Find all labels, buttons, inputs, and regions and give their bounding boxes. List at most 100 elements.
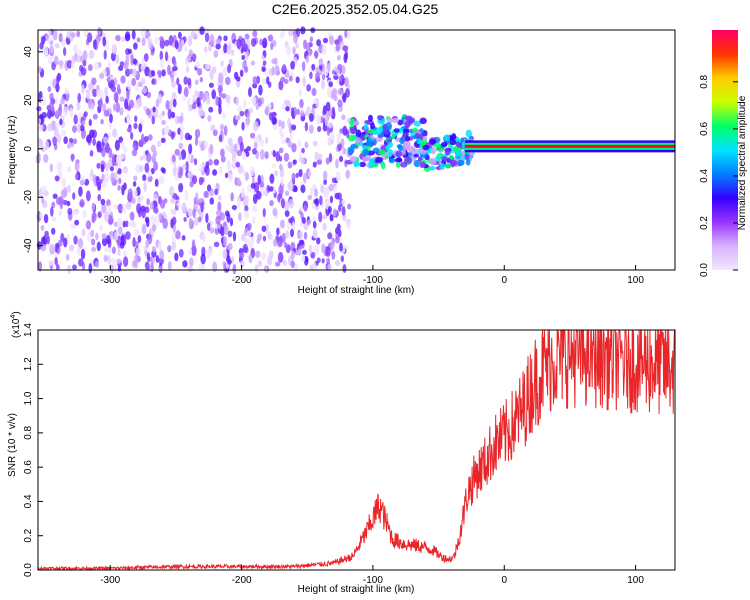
heatmap-cell (301, 217, 306, 224)
snr-x-ticks: -300 -200 -100 0 100 (100, 565, 644, 586)
heatmap-cell (324, 116, 328, 127)
heatmap-cell (269, 173, 275, 184)
heatmap-cell (132, 180, 137, 187)
heatmap-cell (107, 132, 112, 139)
heatmap-cell (293, 33, 298, 44)
heatmap-cell (321, 73, 326, 81)
heatmap-cell (318, 58, 324, 66)
heatmap-cell (253, 141, 258, 149)
heatmap-cell (251, 215, 256, 225)
heatmap-cell (317, 126, 322, 133)
heatmap-cell (244, 33, 250, 40)
heatmap-cell (182, 163, 187, 170)
heatmap-cell (212, 261, 218, 273)
snr-y-axis-label: SNR (10 * v/v) (7, 413, 18, 477)
heatmap-cell (108, 247, 112, 253)
heatmap-cell (288, 198, 295, 209)
heatmap-cell (405, 115, 413, 122)
heatmap-cell (92, 113, 98, 120)
heatmap-cell (274, 64, 280, 76)
heatmap-cell (213, 50, 219, 58)
heatmap-cell (124, 98, 129, 110)
heatmap-cell (302, 172, 307, 184)
heatmap-cell (250, 60, 256, 66)
heatmap-cell (158, 212, 163, 221)
heatmap-cell (231, 204, 237, 211)
heatmap-cell (337, 88, 343, 96)
heatmap-cell (449, 139, 457, 146)
heatmap-cell (341, 206, 346, 216)
heatmap-cell (40, 224, 45, 231)
heatmap-cell (213, 241, 220, 248)
y-tick-label: 0 (23, 146, 34, 152)
heatmap-cell (118, 177, 122, 185)
heatmap-cell (91, 238, 96, 246)
heatmap-cell (161, 167, 166, 174)
y-tick-label: 1.2 (23, 357, 34, 371)
heatmap-cell (158, 113, 164, 120)
heatmap-cell (189, 257, 194, 267)
heatmap-cell (349, 120, 355, 126)
y-tick-label: 20 (23, 94, 34, 106)
heatmap-cell (80, 248, 86, 260)
heatmap-cell (265, 105, 269, 116)
heatmap-cell (238, 212, 242, 222)
heatmap-cell (328, 81, 334, 88)
heatmap-cell (126, 91, 130, 101)
snr-multiplier-base: (x10 (11, 318, 22, 338)
heatmap-cell (202, 93, 206, 103)
heatmap-cell (149, 255, 155, 265)
heatmap-cell (320, 185, 325, 194)
heatmap-cell (307, 194, 313, 201)
heatmap-cell (433, 142, 442, 148)
heatmap-cell (285, 45, 292, 56)
heatmap-cell (171, 216, 177, 226)
heatmap-cell (321, 79, 326, 90)
heatmap-cell (251, 96, 257, 105)
heatmap-cell (123, 182, 127, 191)
heatmap-cell (252, 82, 258, 89)
heatmap-cell (316, 159, 322, 165)
heatmap-cell (230, 49, 235, 56)
heatmap-cell (48, 259, 54, 266)
heatmap-cell (344, 29, 348, 39)
heatmap-cell (271, 116, 277, 125)
heatmap-cell (334, 39, 339, 45)
heatmap-cell (256, 190, 262, 200)
heatmap-cell (227, 242, 233, 251)
y-tick-label: 0.8 (23, 425, 34, 439)
heatmap-cell (194, 60, 201, 68)
heatmap-cell (441, 141, 448, 147)
heatmap-cell (287, 140, 293, 148)
heatmap-cell (262, 208, 266, 218)
heatmap-cell (359, 161, 366, 168)
heatmap-cell (326, 127, 331, 136)
heatmap-cell (322, 170, 328, 181)
heatmap-cell (39, 212, 44, 219)
heatmap-cell (145, 239, 150, 249)
heatmap-cell (155, 98, 160, 108)
heatmap-cell (223, 125, 228, 136)
heatmap-cell (246, 112, 251, 119)
heatmap-cell (325, 157, 330, 165)
heatmap-cell (144, 261, 150, 270)
heatmap-cell (255, 104, 259, 110)
heatmap-cell (117, 217, 123, 228)
heatmap-cell (448, 155, 454, 160)
heatmap-cell (465, 155, 470, 160)
heatmap-cell (215, 43, 221, 50)
heatmap-cell (82, 50, 88, 61)
heatmap-cell (54, 242, 59, 253)
heatmap-cell (133, 122, 138, 130)
heatmap-cell (50, 43, 54, 54)
heatmap-cell (199, 26, 205, 35)
heatmap-cell (162, 218, 168, 230)
heatmap-cell (327, 205, 332, 214)
heatmap-cell (306, 84, 312, 92)
heatmap-cell (236, 38, 242, 50)
heatmap-cell (278, 185, 284, 195)
heatmap-cell (218, 104, 222, 115)
heatmap-cell (232, 263, 237, 275)
heatmap-cell (67, 264, 72, 274)
heatmap-cell (159, 59, 165, 69)
